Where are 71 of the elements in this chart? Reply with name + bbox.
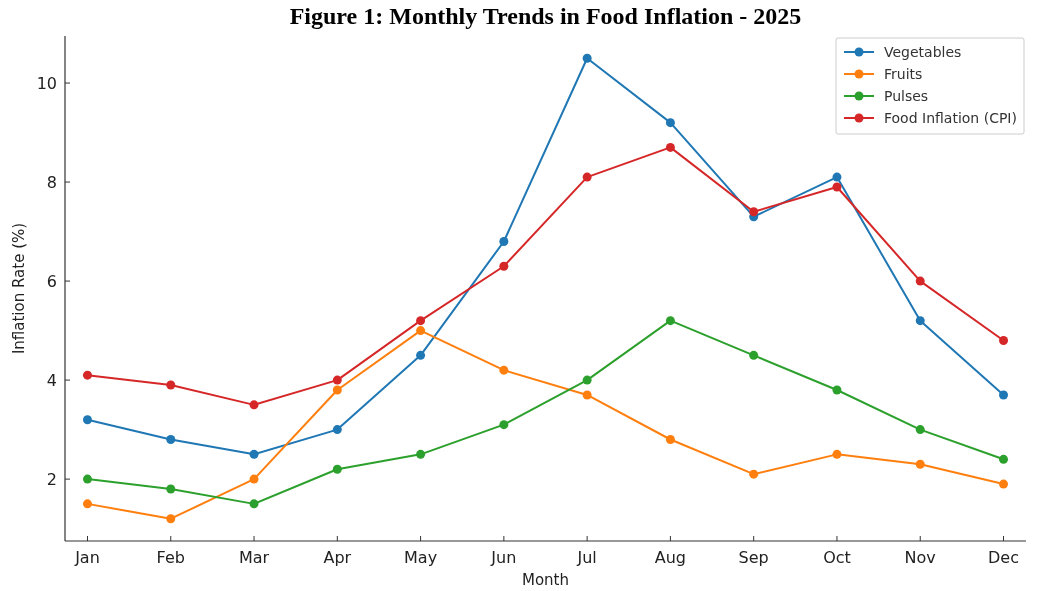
x-tick-label: Feb <box>156 548 185 567</box>
x-tick-label: Jun <box>490 548 517 567</box>
point <box>499 261 509 271</box>
point <box>82 370 92 380</box>
y-tick-label: 6 <box>46 271 57 291</box>
point <box>499 365 509 375</box>
chart-title: Figure 1: Monthly Trends in Food Inflation - 2025 <box>289 3 802 29</box>
point <box>332 425 342 435</box>
point <box>665 316 675 326</box>
y-tick-label: 10 <box>36 73 57 93</box>
x-tick-label: Jan <box>74 548 100 567</box>
y-tick-label: 2 <box>46 469 57 489</box>
x-tick-label: May <box>404 548 438 567</box>
y-axis-title: Inflation Rate (%) <box>10 222 28 355</box>
point <box>999 454 1009 464</box>
point <box>665 435 675 445</box>
x-axis-title: Month <box>521 571 570 589</box>
point <box>999 390 1009 400</box>
point <box>582 390 592 400</box>
point <box>832 172 842 182</box>
x-tick-label: Jul <box>576 548 597 567</box>
point <box>999 479 1009 489</box>
point <box>82 499 92 509</box>
point <box>915 316 925 326</box>
point <box>166 435 176 445</box>
point <box>915 276 925 286</box>
point <box>416 350 426 360</box>
point <box>749 350 759 360</box>
point <box>82 474 92 484</box>
point <box>582 172 592 182</box>
point <box>915 425 925 435</box>
point <box>832 182 842 192</box>
point <box>832 449 842 459</box>
point <box>832 385 842 395</box>
y-tick-label: 4 <box>46 370 57 390</box>
point <box>582 375 592 385</box>
point <box>82 415 92 425</box>
x-tick-label: Aug <box>654 548 687 567</box>
point <box>249 499 259 509</box>
point <box>499 420 509 430</box>
point <box>332 375 342 385</box>
x-tick-label: Oct <box>823 548 851 567</box>
legend-label: Food Inflation (CPI) <box>884 109 1017 126</box>
point <box>416 316 426 326</box>
y-tick-label: 8 <box>46 172 57 192</box>
point <box>249 449 259 459</box>
point <box>416 326 426 336</box>
x-tick-label: Dec <box>988 548 1019 567</box>
point <box>332 464 342 474</box>
point <box>749 469 759 479</box>
point <box>332 385 342 395</box>
point <box>665 142 675 152</box>
point <box>915 459 925 469</box>
point <box>416 449 426 459</box>
legend-label: Pulses <box>884 87 929 104</box>
point <box>999 335 1009 345</box>
x-tick-label: Mar <box>238 548 270 567</box>
point <box>249 474 259 484</box>
legend-label: Vegetables <box>884 43 962 60</box>
point <box>582 53 592 63</box>
x-tick-label: Sep <box>738 548 769 567</box>
point <box>665 118 675 128</box>
legend-label: Fruits <box>884 65 923 82</box>
point <box>166 484 176 494</box>
point <box>749 207 759 217</box>
x-tick-label: Apr <box>323 548 352 567</box>
point <box>166 514 176 524</box>
point <box>249 400 259 410</box>
point <box>499 236 509 246</box>
point <box>166 380 176 390</box>
x-tick-label: Nov <box>904 548 936 567</box>
